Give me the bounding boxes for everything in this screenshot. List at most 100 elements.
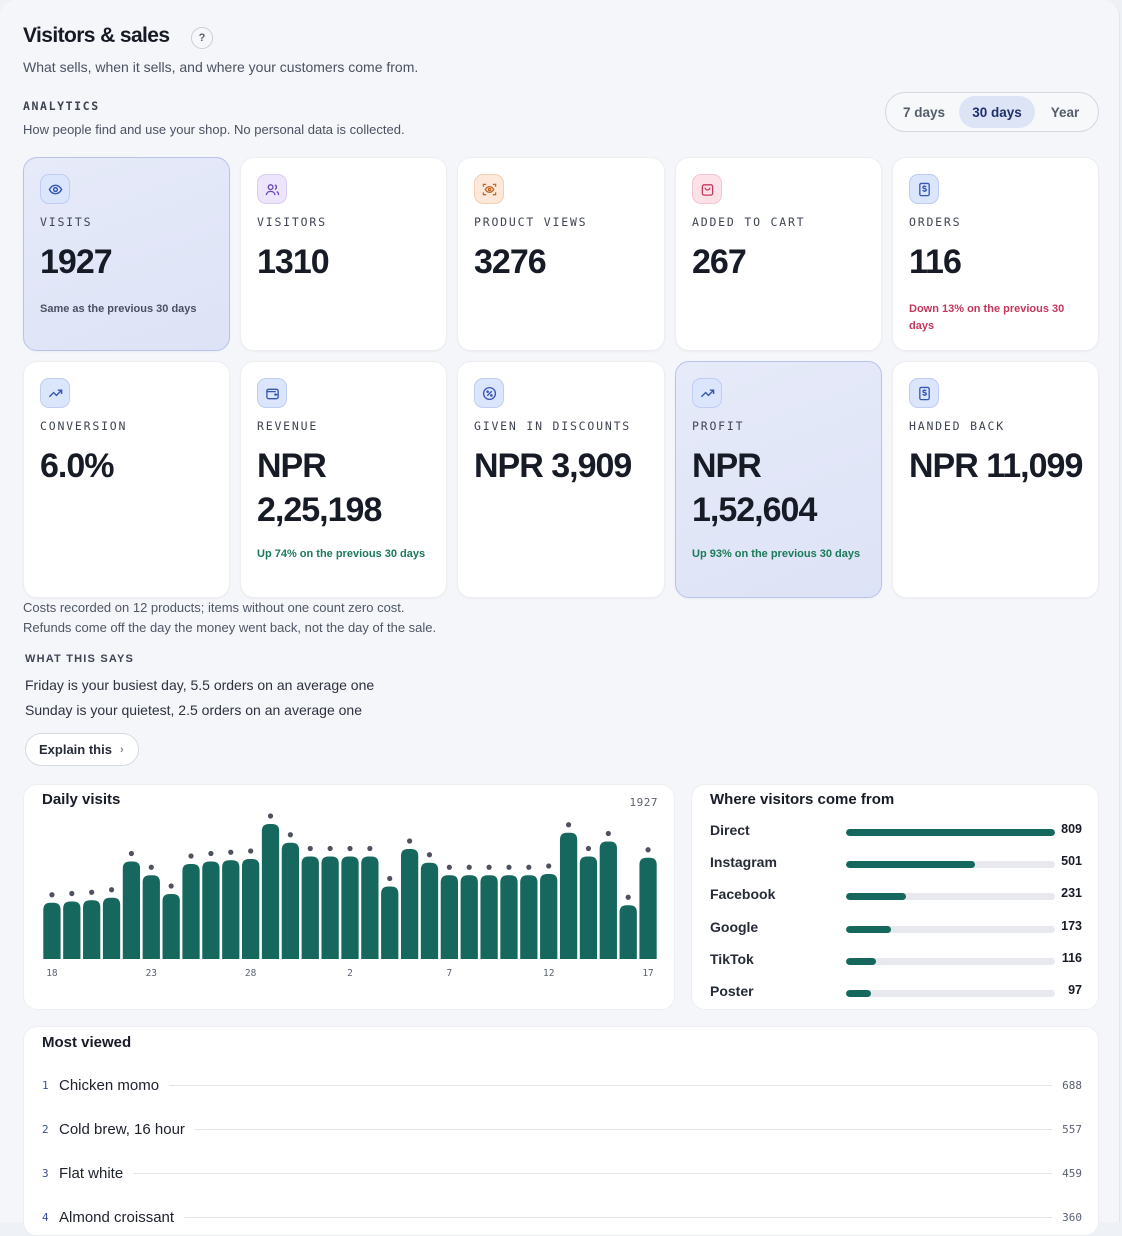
metric-label: VISITORS [257,215,327,229]
page-title: Visitors & sales [23,24,170,47]
chart-bar [122,861,141,959]
source-value: 97 [1068,983,1082,997]
metric-card-product-views[interactable]: PRODUCT VIEWS 3276 [457,157,665,351]
chart-point [228,849,234,855]
x-tick-label: 7 [446,968,452,979]
metric-note: Up 74% on the previous 30 days [257,548,426,560]
source-row-facebook: Facebook 231 [710,886,1082,906]
range-7-days-button[interactable]: 7 days [902,104,946,120]
metric-label: REVENUE [257,419,319,433]
chart-point [89,889,95,895]
chart-bar [261,824,280,959]
item-views: 688 [1062,1078,1082,1092]
chart-point [367,845,373,852]
metric-label: PRODUCT VIEWS [474,215,588,229]
metric-card-conversion[interactable]: CONVERSION 6.0% [23,361,230,598]
metric-card-visits[interactable]: VISITS 1927 Same as the previous 30 days [23,157,230,351]
x-tick-label: 2 [347,968,353,979]
daily-visits-chart: 18 23 28 2 7 12 17 [43,813,657,979]
chart-point [605,830,611,837]
metric-value: NPR 1,52,604 [692,447,817,529]
metric-card-orders[interactable]: ORDERS 116 Down 13% on the previous 30 d… [892,157,1099,351]
chart-bar [381,886,399,959]
chart-bar [202,861,220,959]
insight-busiest: Friday is your busiest day, 5.5 orders o… [25,677,375,693]
metric-value: 1310 [257,243,330,281]
analytics-description: How people find and use your shop. No pe… [23,122,405,137]
source-value: 116 [1061,951,1082,965]
most-viewed-title: Most viewed [42,1034,132,1051]
chart-point [208,850,214,857]
item-rank: 1 [42,1078,49,1092]
chart-bar [242,859,260,959]
metric-label: ORDERS [909,215,962,229]
chart-bar [599,841,617,959]
insight-quietest: Sunday is your quietest, 2.5 orders on a… [25,702,362,718]
metric-card-added-to-cart[interactable]: ADDED TO CART 267 [675,157,882,351]
trending-up-icon [40,378,70,408]
source-bar-fill [846,861,976,868]
daily-visits-title: Daily visits [42,791,121,808]
chart-point [108,887,115,893]
item-views: 459 [1062,1166,1082,1180]
chart-bar [301,856,319,959]
source-bar-track [846,861,1055,868]
most-viewed-panel: Most viewed 1 Chicken momo 688 2 Cold br… [23,1026,1099,1236]
chart-point [526,864,532,870]
source-value: 809 [1061,822,1082,836]
source-name: Facebook [710,886,776,902]
receipt-icon [909,174,939,204]
metric-value: 6.0% [40,447,114,485]
range-30-days-button[interactable]: 30 days [959,96,1035,128]
chart-bar [43,902,61,959]
source-name: Instagram [710,854,777,870]
metric-note: Same as the previous 30 days [40,303,197,315]
shopping-bag-icon [692,174,722,204]
source-row-google: Google 173 [710,919,1082,939]
item-rank: 2 [42,1122,49,1136]
metric-card-profit[interactable]: PROFIT NPR 1,52,604 Up 93% on the previo… [675,361,882,598]
chart-point [486,864,492,870]
metric-card-discounts[interactable]: GIVEN IN DISCOUNTS NPR 3,909 [457,361,665,598]
chart-bar [400,849,419,959]
chart-point [645,847,651,853]
item-name: Flat white [59,1164,124,1182]
explain-this-button[interactable]: Explain this › [25,733,139,766]
source-bar-fill [846,829,1055,836]
chart-point [69,890,75,897]
list-item[interactable]: 2 Cold brew, 16 hour 557 [42,1119,1082,1139]
cost-footnote: Costs recorded on 12 products; items wit… [23,600,405,615]
source-bar-track [846,829,1055,836]
scan-icon [474,174,504,204]
source-value: 173 [1061,919,1082,933]
source-bar-fill [846,926,891,933]
page-subtitle: What sells, when it sells, and where you… [23,59,419,75]
chart-bar [341,856,359,959]
metric-card-handed-back[interactable]: HANDED BACK NPR 11,099 [892,361,1099,598]
list-item[interactable]: 3 Flat white 459 [42,1163,1082,1183]
chart-point [287,832,293,838]
list-item[interactable]: 1 Chicken momo 688 [42,1075,1082,1095]
source-row-direct: Direct 809 [710,822,1082,842]
metric-note: Down 13% on the previous 30 days [909,303,1065,332]
chart-point [128,850,135,857]
chart-point [506,864,512,870]
metric-card-visitors[interactable]: VISITORS 1310 [240,157,447,351]
list-item[interactable]: 4 Almond croissant 360 [42,1207,1082,1227]
chart-point [546,863,552,869]
metric-card-revenue[interactable]: REVENUE NPR 2,25,198 Up 74% on the previ… [240,361,447,598]
chart-bar [540,874,558,959]
chart-bar [559,832,578,959]
x-tick-label: 28 [245,968,257,979]
metric-value: NPR 2,25,198 [257,447,382,529]
help-icon[interactable]: ? [191,27,213,49]
sources-title: Where visitors come from [710,791,895,808]
item-rank: 3 [42,1166,49,1180]
chart-bar [162,894,180,959]
chart-bar [102,897,121,959]
chart-point [625,894,631,900]
range-year-button[interactable]: Year [1050,104,1080,120]
refund-footnote: Refunds come off the day the money went … [23,620,437,635]
source-row-tiktok: TikTok 116 [710,951,1082,971]
